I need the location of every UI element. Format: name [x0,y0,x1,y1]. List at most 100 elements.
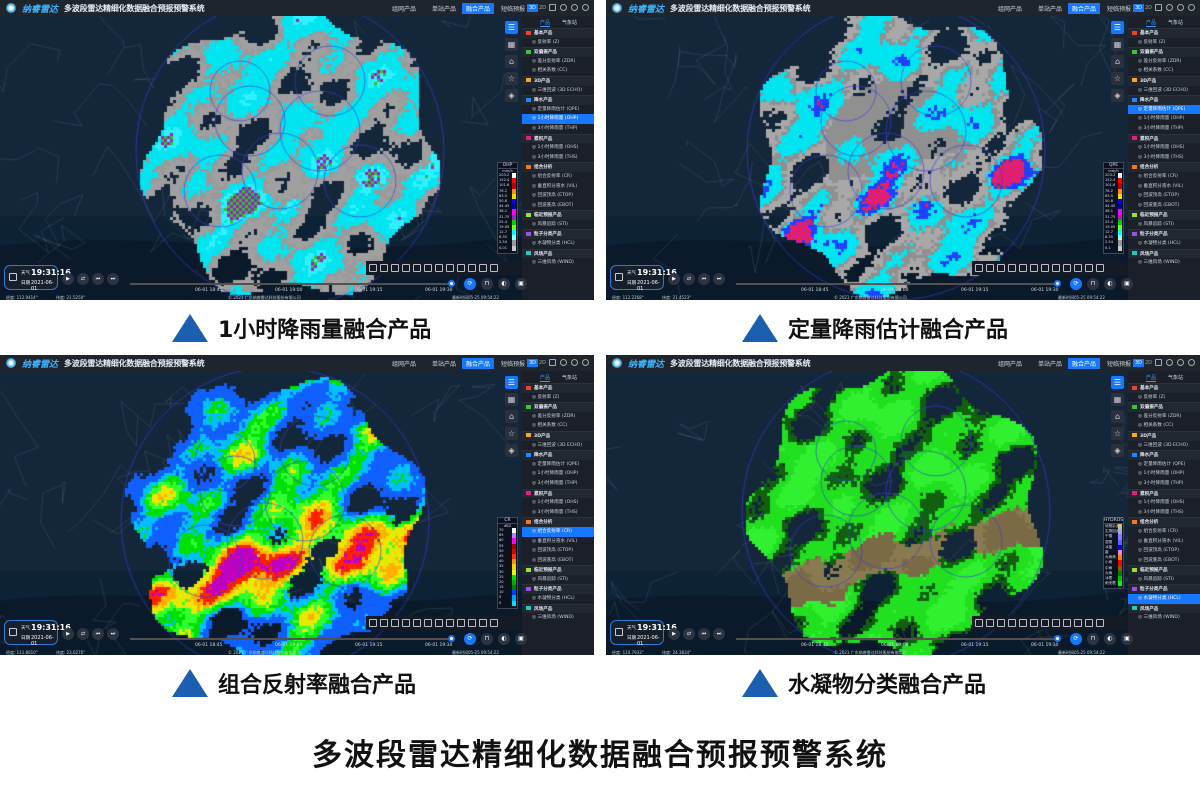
pencil-icon[interactable] [1063,264,1071,272]
nav-tab[interactable]: 融合产品 [1068,358,1101,369]
product-item[interactable]: ◎ 差分反射率 (ZDR) [1138,413,1182,419]
chart-icon[interactable]: ▦ [1111,393,1124,406]
product-group[interactable]: 风场产品 [1128,248,1200,259]
layers-icon[interactable] [391,619,399,627]
nav-tab[interactable]: 单站产品 [1038,361,1063,368]
contrast-icon[interactable]: ◐ [498,633,510,645]
image-icon[interactable] [1030,264,1038,272]
fullscreen-icon[interactable] [1096,619,1104,627]
nav-tab[interactable]: 融合产品 [462,358,495,369]
product-group[interactable]: 临近预报产品 [1128,210,1200,220]
tag-icon[interactable]: ◈ [1111,89,1124,102]
product-item[interactable]: ◎ 水凝物分类 (HCL) [1128,594,1200,604]
product-item[interactable]: ◎ 回波底高 (EBOT) [1138,557,1180,563]
info-icon[interactable] [560,359,567,366]
product-group[interactable]: 累积产品 [1128,488,1200,499]
product-group[interactable]: 临近预报产品 [522,210,594,220]
product-item[interactable]: ◎ 回波顶高 (ETOP) [532,548,573,554]
copy-icon[interactable] [1052,619,1060,627]
product-item[interactable]: ◎ 差分反射率 (ZDR) [532,58,576,64]
nav-tab[interactable]: 单站产品 [432,361,457,368]
product-group[interactable]: 降水产品 [1128,450,1200,460]
fullscreen-icon[interactable] [490,619,498,627]
product-group[interactable]: 组合分析 [522,517,594,527]
timeline-handle[interactable] [1054,635,1061,642]
bell-icon[interactable]: ⌂ [505,55,518,68]
time-display[interactable]: 天气 19:31:16 日期 2021-06-01 [610,265,677,292]
settings-icon[interactable] [1177,359,1184,366]
product-group[interactable]: 粒子分类产品 [522,229,594,240]
view-mode-3d[interactable]: 3D [527,4,539,12]
save-icon[interactable] [986,264,994,272]
loop-icon[interactable]: ⇄ [683,273,695,285]
product-item[interactable]: ◎ 1小时降雨量 (OHP) [522,114,594,124]
product-group[interactable]: 组合分析 [1128,517,1200,527]
contrast-icon[interactable]: ◐ [1104,633,1116,645]
view-mode-2d[interactable]: 2D [1145,5,1153,11]
play-icon[interactable]: ▶ [62,628,74,640]
step-forward-icon[interactable]: ⏭ [107,628,119,640]
product-item[interactable]: ◎ 1小时降雨量 (OHP) [1138,116,1185,122]
chevron-right-icon[interactable] [369,264,377,272]
view-mode-2d[interactable]: 2D [1145,360,1153,366]
video-icon[interactable] [1085,264,1093,272]
product-item[interactable]: ◎ 反射率 (Z) [1138,39,1166,45]
nav-tab[interactable]: 组网产品 [998,6,1023,13]
contrast-icon[interactable]: ◐ [1104,278,1116,290]
step-back-icon[interactable]: ⏮ [698,628,710,640]
flag-icon[interactable] [435,264,443,272]
product-group[interactable]: 双偏振产品 [522,402,594,412]
product-item[interactable]: ◎ 3小时降雨量 (THP) [532,125,578,131]
product-item[interactable]: ◎ 回波顶高 (ETOP) [1138,193,1179,199]
home-icon[interactable] [402,264,410,272]
image-icon[interactable] [424,264,432,272]
nav-tab[interactable]: 短临预报 [1107,6,1132,13]
product-item[interactable]: ◎ 3小时降雨量 (THP) [1138,125,1184,131]
camera-icon[interactable] [413,619,421,627]
product-item[interactable]: ◎ 水凝物分类 (HCL) [532,241,575,247]
product-group[interactable]: 基本产品 [522,383,594,393]
bell-icon[interactable]: ⌂ [505,410,518,423]
bell-icon[interactable]: ⌂ [1111,55,1124,68]
refresh-icon[interactable]: ⟳ [464,633,476,645]
export-icon[interactable] [1074,619,1082,627]
settings-icon[interactable] [571,4,578,11]
image-icon[interactable] [1030,619,1038,627]
settings-icon[interactable] [1177,4,1184,11]
product-group[interactable]: 降水产品 [522,95,594,105]
list-icon[interactable]: ☰ [1111,376,1124,389]
view-mode-2d[interactable]: 2D [539,5,547,11]
product-item[interactable]: ◎ 1小时降雨量 (OHS) [532,145,579,151]
camera-icon[interactable] [413,264,421,272]
list-icon[interactable]: ☰ [1111,21,1124,34]
product-item[interactable]: ◎ 组合反射率 (CR) [1138,173,1178,179]
product-group[interactable]: 累积产品 [522,488,594,499]
list-icon[interactable]: ☰ [505,21,518,34]
chart-icon[interactable]: ▦ [1111,38,1124,51]
step-forward-icon[interactable]: ⏭ [713,273,725,285]
radar-map[interactable] [606,371,1128,655]
product-item[interactable]: ◎ 3小时降雨量 (THS) [532,154,578,160]
chevron-right-icon[interactable] [975,619,983,627]
layers-icon[interactable] [391,264,399,272]
product-item[interactable]: ◎ 组合反射率 (CR) [1138,528,1178,534]
lock-icon[interactable]: ⊓ [481,278,493,290]
home-icon[interactable] [402,619,410,627]
product-group[interactable]: 3D产品 [522,430,594,441]
lock-icon[interactable]: ⊓ [1087,633,1099,645]
export-icon[interactable] [468,619,476,627]
product-item[interactable]: ◎ 1小时降雨量 (OHS) [1138,500,1185,506]
play-icon[interactable]: ▶ [668,628,680,640]
product-item[interactable]: ◎ 1小时降雨量 (OHP) [1138,471,1185,477]
product-item[interactable]: ◎ 水凝物分类 (HCL) [1138,241,1181,247]
sidebar-tab[interactable]: 气象站 [1168,20,1184,26]
radar-map[interactable] [606,16,1128,300]
chevron-right-icon[interactable] [369,619,377,627]
product-group[interactable]: 组合分析 [522,162,594,172]
save-icon[interactable] [986,619,994,627]
timeline-handle[interactable] [448,280,455,287]
product-group[interactable]: 降水产品 [522,450,594,460]
product-item[interactable]: ◎ 垂直积分液水 (VIL) [532,183,578,189]
time-display[interactable]: 天气 19:31:16 日期 2021-06-01 [4,265,71,292]
product-group[interactable]: 粒子分类产品 [1128,584,1200,595]
